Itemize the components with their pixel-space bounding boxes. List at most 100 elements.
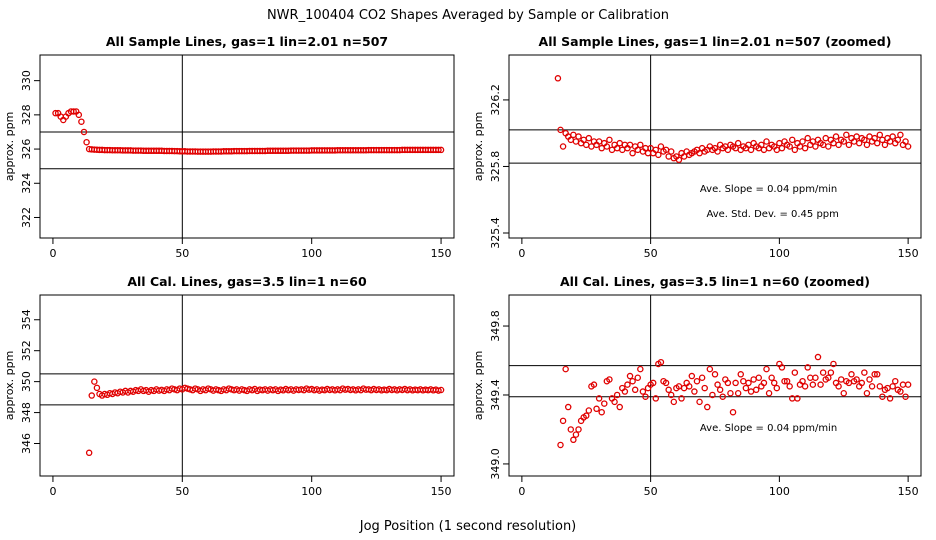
data-point	[601, 400, 608, 407]
data-point	[866, 376, 873, 383]
x-tick-label: 0	[518, 485, 525, 498]
data-point	[747, 146, 755, 154]
x-tick-label: 150	[431, 247, 452, 260]
data-point	[616, 403, 623, 411]
data-point	[621, 388, 629, 395]
y-axis-label: approx. ppm	[3, 112, 16, 182]
data-point	[575, 426, 582, 433]
data-point	[83, 138, 90, 146]
data-point	[711, 371, 719, 378]
y-tick-label: 349.8	[489, 310, 502, 342]
data-point	[611, 398, 618, 406]
data-point	[52, 109, 59, 117]
data-point	[892, 377, 899, 385]
data-point	[778, 144, 786, 152]
data-points	[85, 378, 445, 457]
data-point	[652, 146, 660, 154]
data-point	[78, 118, 85, 125]
data-point	[642, 393, 649, 400]
data-point	[781, 377, 788, 385]
data-point	[652, 395, 660, 402]
y-tick-label: 325.4	[489, 217, 502, 249]
data-point	[724, 379, 732, 387]
data-point	[747, 388, 755, 395]
y-tick-label: 346	[20, 433, 33, 454]
data-point	[902, 138, 909, 145]
data-point	[631, 386, 639, 394]
data-point	[665, 153, 672, 160]
data-point	[714, 148, 721, 155]
annotation-text: Ave. Slope = 0.04 ppm/min	[700, 423, 837, 434]
y-tick-label: 330	[20, 70, 33, 91]
y-axis-label: approx. ppm	[472, 112, 485, 182]
y-axis-label: approx. ppm	[3, 351, 16, 421]
plot-frame	[39, 294, 455, 477]
chart-title: All Sample Lines, gas=1 lin=2.01 n=507 (…	[539, 34, 892, 49]
data-point	[799, 138, 806, 145]
data-point	[629, 149, 636, 157]
data-point	[742, 384, 750, 392]
data-point	[786, 143, 793, 150]
data-point	[657, 143, 665, 150]
data-point	[554, 75, 562, 82]
data-point	[822, 134, 829, 142]
data-point	[897, 131, 904, 139]
data-point	[691, 388, 698, 395]
data-point	[729, 408, 737, 416]
x-tick-label: 0	[49, 247, 56, 260]
data-point	[667, 391, 675, 399]
data-point	[812, 143, 819, 150]
x-tick-label: 100	[301, 247, 322, 260]
figure-xlabel: Jog Position (1 second resolution)	[359, 519, 577, 534]
data-point	[863, 390, 871, 397]
data-point	[809, 381, 817, 388]
data-point	[889, 133, 896, 140]
data-point	[778, 364, 786, 371]
data-point	[583, 412, 590, 419]
data-point	[719, 393, 726, 400]
data-point	[559, 143, 567, 150]
data-point	[843, 131, 850, 139]
data-point	[626, 372, 634, 380]
data-point	[678, 395, 685, 402]
data-point	[606, 376, 613, 383]
data-point	[817, 381, 824, 388]
data-point	[675, 156, 683, 164]
x-tick-label: 50	[175, 485, 189, 498]
data-point	[765, 390, 773, 397]
chart-title: All Sample Lines, gas=1 lin=2.01 n=507	[106, 34, 388, 49]
x-tick-label: 150	[431, 485, 452, 498]
data-point	[734, 139, 742, 147]
y-tick-label: 350	[20, 371, 33, 392]
chart-panel-2: All Sample Lines, gas=1 lin=2.01 n=507 (…	[472, 34, 922, 260]
data-point	[801, 144, 809, 152]
y-tick-label: 326	[20, 139, 33, 160]
data-point	[873, 371, 881, 378]
data-point	[848, 371, 855, 378]
data-point	[714, 381, 721, 388]
data-point	[634, 374, 642, 381]
y-tick-label: 348	[20, 402, 33, 423]
data-point	[770, 379, 778, 387]
data-point	[724, 146, 732, 154]
y-tick-label: 352	[20, 340, 33, 361]
data-point	[807, 374, 814, 381]
data-point	[840, 138, 848, 145]
data-point	[557, 441, 564, 449]
data-point	[575, 133, 582, 140]
data-point	[562, 365, 569, 373]
data-point	[853, 133, 860, 140]
data-point	[570, 131, 577, 139]
plot-frame	[508, 294, 922, 477]
data-point	[557, 126, 564, 134]
data-point	[570, 436, 577, 444]
data-point	[879, 393, 886, 400]
data-point	[861, 136, 868, 144]
data-point	[763, 138, 770, 145]
data-point	[904, 381, 912, 388]
data-point	[804, 364, 811, 371]
data-point	[435, 146, 442, 154]
data-point	[732, 379, 739, 387]
x-tick-label: 0	[518, 247, 525, 260]
data-point	[696, 398, 703, 406]
